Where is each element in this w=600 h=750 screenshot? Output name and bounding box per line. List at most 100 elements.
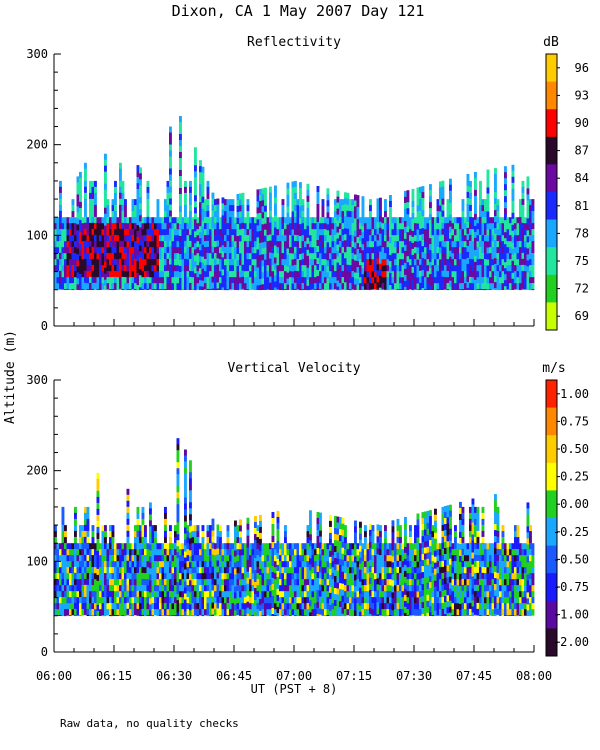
- field-cell: [461, 217, 465, 224]
- field-cell: [486, 217, 490, 224]
- field-cell: [226, 253, 230, 260]
- field-cell: [194, 561, 197, 568]
- field-cell: [389, 207, 392, 214]
- field-cell: [469, 180, 472, 188]
- field-cell: [529, 199, 532, 206]
- field-cell: [199, 274, 202, 281]
- field-cell: [86, 572, 90, 580]
- field-cell: [229, 253, 232, 260]
- field-cell: [474, 207, 477, 215]
- field-cell: [84, 228, 87, 236]
- field-cell: [134, 289, 137, 291]
- field-cell: [221, 555, 225, 562]
- field-cell: [436, 235, 440, 242]
- field-cell: [291, 187, 295, 194]
- field-cell: [274, 197, 277, 204]
- field-cell: [321, 603, 325, 610]
- field-cell: [276, 576, 280, 584]
- field-cell: [446, 247, 450, 254]
- field-cell: [104, 183, 107, 190]
- field-cell: [329, 277, 332, 284]
- field-cell: [109, 609, 112, 616]
- field-cell: [294, 192, 297, 200]
- field-cell: [216, 578, 220, 585]
- field-cell: [266, 253, 270, 260]
- field-cell: [156, 567, 160, 574]
- field-cell: [104, 537, 107, 544]
- field-cell: [436, 289, 440, 291]
- field-cell: [484, 247, 487, 254]
- field-cell: [316, 572, 320, 579]
- field-cell: [214, 211, 217, 218]
- field-cell: [109, 591, 112, 598]
- field-cell: [136, 578, 140, 586]
- field-cell: [466, 203, 470, 211]
- field-cell: [206, 525, 210, 532]
- colorbar-label: 81: [575, 199, 589, 213]
- colorbar-frame: [545, 53, 558, 331]
- field-cell: [189, 502, 192, 509]
- field-cell: [94, 567, 97, 574]
- field-cell: [281, 543, 285, 550]
- field-cell: [99, 277, 102, 284]
- field-cell: [294, 585, 297, 592]
- field-cell: [101, 229, 105, 236]
- field-cell: [336, 202, 340, 209]
- field-cell: [474, 255, 477, 263]
- field-cell: [311, 253, 315, 260]
- field-cell: [199, 286, 202, 290]
- field-cell: [251, 277, 255, 284]
- field-cell: [99, 217, 102, 224]
- field-cell: [454, 235, 457, 242]
- field-cell: [199, 256, 202, 263]
- field-cell: [239, 205, 242, 212]
- field-cell: [139, 579, 142, 586]
- field-cell: [444, 271, 447, 278]
- field-cell: [204, 217, 207, 224]
- field-cell: [344, 585, 347, 592]
- field-cell: [516, 283, 520, 290]
- field-cell: [304, 549, 307, 556]
- field-cell: [174, 573, 177, 580]
- field-cell: [296, 253, 300, 260]
- field-cell: [286, 579, 290, 586]
- field-cell: [196, 217, 200, 224]
- field-cell: [186, 277, 190, 284]
- field-cell: [124, 591, 127, 598]
- field-cell: [94, 210, 97, 218]
- field-cell: [76, 272, 80, 279]
- field-cell: [471, 277, 475, 284]
- field-cell: [86, 265, 90, 272]
- field-cell: [61, 271, 65, 278]
- field-cell: [286, 591, 290, 598]
- field-cell: [304, 229, 307, 236]
- field-cell: [269, 567, 272, 574]
- field-cell: [119, 561, 122, 568]
- field-cell: [156, 597, 160, 604]
- field-cell: [316, 198, 320, 205]
- field-cell: [94, 585, 97, 592]
- field-cell: [459, 265, 462, 272]
- field-cell: [169, 543, 172, 550]
- field-cell: [271, 614, 275, 616]
- field-cell: [526, 218, 530, 225]
- field-cell: [56, 265, 60, 272]
- field-cell: [239, 217, 242, 224]
- field-cell: [156, 253, 160, 260]
- field-cell: [491, 283, 495, 290]
- field-cell: [209, 283, 212, 290]
- field-cell: [274, 257, 277, 264]
- field-cell: [259, 224, 262, 232]
- field-cell: [356, 225, 360, 232]
- field-cell: [166, 198, 170, 206]
- field-cell: [201, 603, 205, 610]
- field-cell: [254, 582, 257, 589]
- field-cell: [286, 549, 290, 556]
- field-cell: [156, 555, 160, 562]
- field-cell: [89, 210, 92, 218]
- field-cell: [484, 289, 487, 291]
- field-cell: [296, 549, 300, 556]
- field-cell: [336, 528, 340, 535]
- field-cell: [289, 289, 292, 290]
- field-cell: [99, 283, 102, 290]
